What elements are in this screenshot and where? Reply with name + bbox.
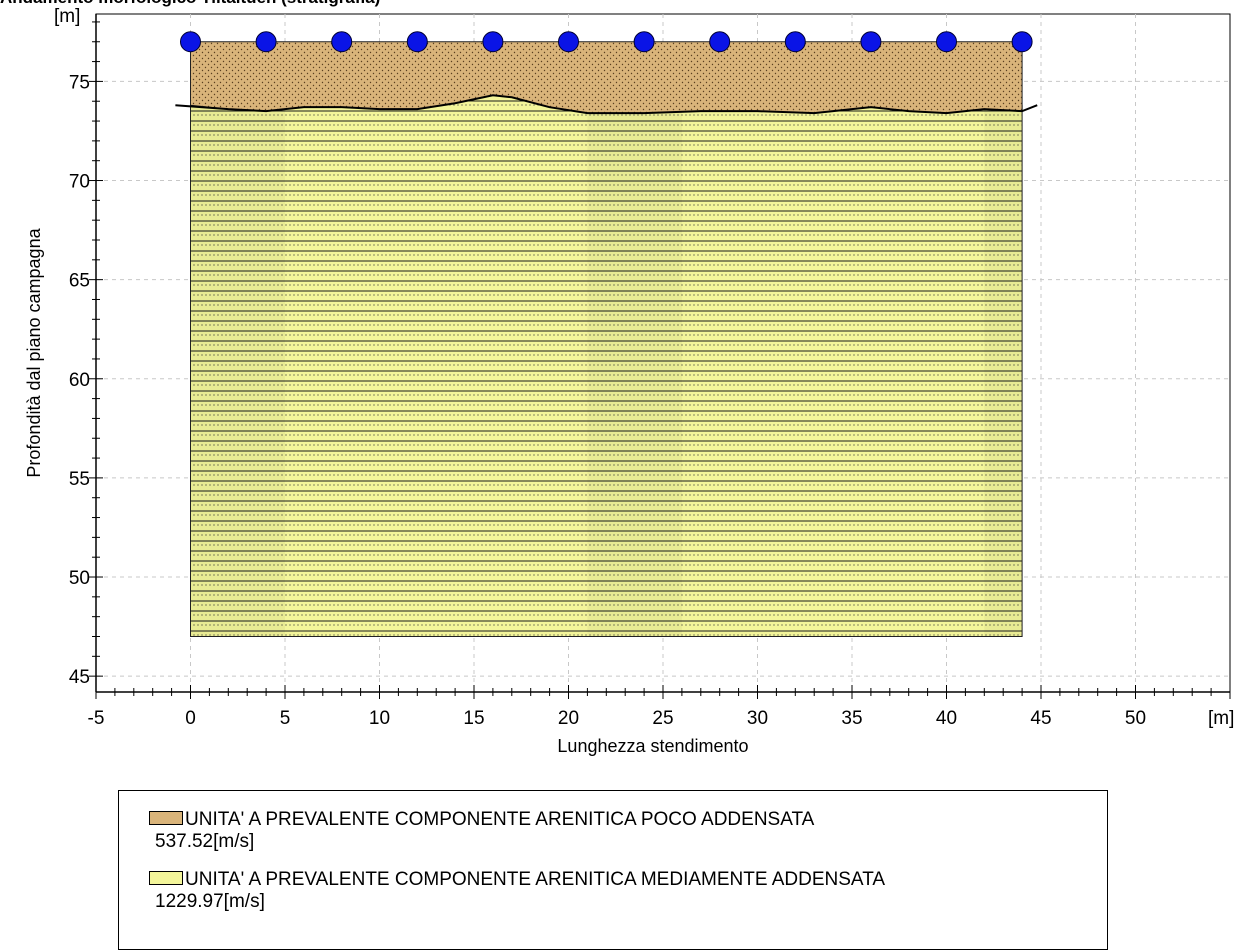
page-title: Andamento morfologico Tiltaltuen (strati… [0, 0, 380, 8]
y-axis-title: Profondità dal piano campagna [24, 227, 44, 477]
y-axis-unit: [m] [54, 6, 80, 27]
y-tick-label: 55 [69, 469, 90, 490]
x-tick-label: 50 [1125, 708, 1146, 729]
geophone-marker [331, 31, 353, 53]
geophone-marker [255, 31, 277, 53]
x-tick-label: 45 [1030, 708, 1051, 729]
x-tick-label: 10 [369, 708, 390, 729]
x-tick-label: 30 [747, 708, 768, 729]
y-tick-label: 45 [69, 667, 90, 688]
geophone-marker [180, 31, 201, 53]
geophones [180, 31, 1033, 53]
x-tick-label: 15 [463, 708, 484, 729]
x-tick-label: 5 [280, 708, 291, 729]
layers [175, 41, 1038, 637]
x-tick-label: 20 [558, 708, 579, 729]
layer-band [190, 41, 285, 637]
legend-swatch-top-layer [149, 811, 183, 825]
chart: -5 0 5 10 15 20 25 30 35 40 45 50 45 50 55 60 65 70 75 Pro… [24, 6, 1234, 756]
geophone-marker [558, 31, 579, 53]
layer-interface-line [175, 94, 1038, 115]
geophone-marker [1011, 31, 1033, 53]
y-tick-label: 60 [69, 370, 90, 391]
y-tick-label: 65 [69, 271, 90, 292]
x-tick-label: 0 [185, 708, 196, 729]
geophone-marker [784, 31, 806, 53]
x-tick-label: 35 [841, 708, 862, 729]
geophone-marker [482, 31, 504, 53]
axes: -5 0 5 10 15 20 25 30 35 40 45 50 45 50 55 60 65 70 75 [69, 14, 1231, 729]
legend-label-bottom-layer: UNITA' A PREVALENTE COMPONENTE ARENITICA… [185, 869, 886, 890]
x-axis-title: Lunghezza stendimento [557, 736, 748, 756]
x-tick-label: -5 [88, 708, 105, 729]
geophone-marker [936, 31, 957, 53]
layer-band [587, 41, 682, 637]
geophone-marker [633, 31, 655, 53]
geophone-marker [860, 31, 882, 53]
layer-top [190, 41, 1023, 114]
y-tick-label: 75 [69, 72, 90, 93]
legend: UNITA' A PREVALENTE COMPONENTE ARENITICA… [118, 790, 1108, 950]
geophone-marker [709, 31, 731, 53]
legend-velocity-bottom-layer: 1229.97[m/s] [155, 891, 265, 912]
legend-swatch-bottom-layer [149, 871, 183, 885]
x-axis-unit: [m] [1208, 708, 1234, 729]
legend-label-top-layer: UNITA' A PREVALENTE COMPONENTE ARENITICA… [185, 809, 815, 830]
layer-band [984, 41, 1023, 637]
x-tick-label: 40 [936, 708, 957, 729]
legend-velocity-top-layer: 537.52[m/s] [155, 831, 255, 852]
x-tick-label: 25 [652, 708, 673, 729]
y-tick-label: 70 [69, 172, 90, 193]
geophone-marker [406, 31, 428, 53]
y-tick-label: 50 [69, 568, 90, 589]
